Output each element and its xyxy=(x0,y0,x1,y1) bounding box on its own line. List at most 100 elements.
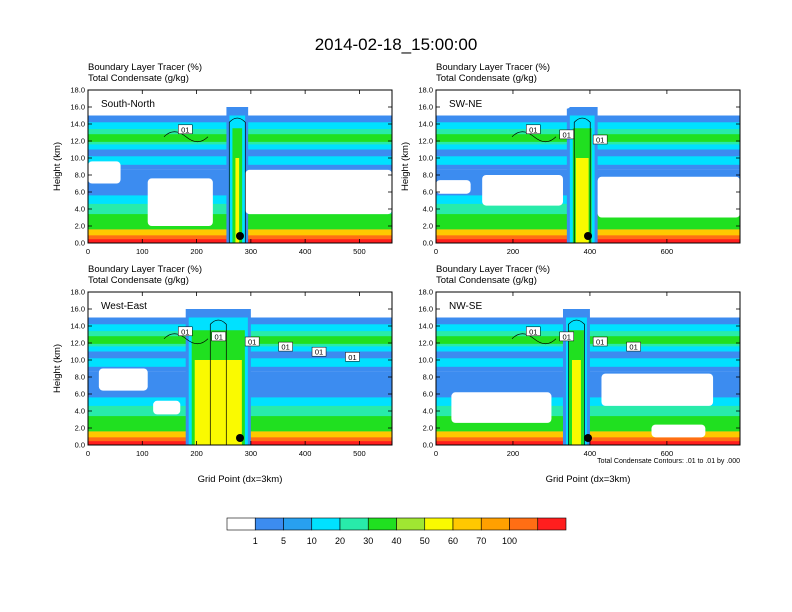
colorbar-label: 70 xyxy=(476,536,486,546)
colorbar-label: 50 xyxy=(420,536,430,546)
x-tick-label: 0 xyxy=(434,247,438,256)
x-tick-label: 0 xyxy=(86,449,90,458)
condensate-contour xyxy=(568,319,585,445)
x-tick-label: 300 xyxy=(245,449,258,458)
panel-header-tracer: Boundary Layer Tracer (%) xyxy=(88,62,202,73)
contour-label: 01 xyxy=(248,338,256,347)
clear-region-4 xyxy=(88,161,121,184)
y-tick-label: 8.0 xyxy=(423,373,433,382)
figure-title: 2014-02-18_15:00:00 xyxy=(315,35,478,54)
y-tick-label: 10.0 xyxy=(70,154,85,163)
panel-label: NW-SE xyxy=(449,301,482,312)
panel-header-tracer: Boundary Layer Tracer (%) xyxy=(436,264,550,275)
y-tick-label: 4.0 xyxy=(75,205,85,214)
y-tick-label: 14.0 xyxy=(70,120,85,129)
panel-header-tracer: Boundary Layer Tracer (%) xyxy=(436,62,550,73)
clear-region-1 xyxy=(601,373,714,406)
contour-note: Total Condensate Contours: .01 to .01 by… xyxy=(597,458,740,465)
colorbar-label: 100 xyxy=(502,536,517,546)
y-tick-label: 10.0 xyxy=(418,154,433,163)
y-tick-label: 14.0 xyxy=(70,322,85,331)
panel-sw-ne: 01 01 01 0.0 2.0 4.0 6.0 8.0 10.0 12.0 14.0 16.0 18.… xyxy=(400,62,741,256)
tracer-field xyxy=(436,90,740,243)
y-tick-label: 18.0 xyxy=(418,86,433,95)
y-tick-label: 6.0 xyxy=(423,188,433,197)
y-tick-label: 12.0 xyxy=(70,339,85,348)
panels: 010.02.04.06.08.010.012.014.016.018.00 10… xyxy=(52,62,741,485)
contour-label: 01 xyxy=(596,136,604,145)
y-tick-label: 12.0 xyxy=(418,339,433,348)
panel-header-condensate: Total Condensate (g/kg) xyxy=(88,275,189,286)
y-tick-label: 6.0 xyxy=(75,390,85,399)
panel-label: West-East xyxy=(101,301,147,312)
panel-frame xyxy=(87,89,393,244)
panel-header-condensate: Total Condensate (g/kg) xyxy=(88,73,189,84)
contour-label-box xyxy=(559,129,574,140)
y-tick-label: 10.0 xyxy=(70,356,85,365)
y-tick-label: 0.0 xyxy=(75,239,85,248)
condensate-contour-small xyxy=(511,333,557,345)
y-tick-label: 8.0 xyxy=(75,171,85,180)
colorbar-label: 40 xyxy=(391,536,401,546)
contour-label-box xyxy=(626,341,641,352)
condensate-contour xyxy=(209,319,227,445)
contour-label: 01 xyxy=(596,338,604,347)
contour-label: 01 xyxy=(181,125,189,134)
contour-label-box xyxy=(592,336,608,347)
tower-hot xyxy=(235,158,240,243)
colorbar-swatch xyxy=(226,517,256,531)
clear-region-1 xyxy=(609,90,740,107)
contour-label: 01 xyxy=(315,348,323,357)
panel-header-tracer: Boundary Layer Tracer (%) xyxy=(88,264,202,275)
y-tick-label: 12.0 xyxy=(418,137,433,146)
clear-region-2 xyxy=(597,176,740,218)
x-tick-label: 500 xyxy=(353,247,366,256)
x-tick-label: 400 xyxy=(299,247,312,256)
clear-region-2 xyxy=(451,392,552,423)
tower-hot xyxy=(194,360,242,445)
contour-label: 01 xyxy=(281,343,289,352)
y-tick-label: 14.0 xyxy=(418,120,433,129)
colorbar: 1 5 10 20 30 40 50 60 70 100 xyxy=(226,517,567,546)
panel-label: South-North xyxy=(101,99,155,110)
contour-label-box xyxy=(211,331,226,342)
panel-south-north: 01 0.0 2.0 4.0 6.0 8.0 10.0 12.0 14.0 16.0 18.0 0 10… xyxy=(52,62,393,256)
clear-region-3 xyxy=(147,178,213,226)
y-tick-label: 4.0 xyxy=(75,407,85,416)
colorbar-swatch xyxy=(452,517,482,531)
contour-label: 01 xyxy=(529,125,537,134)
panel-frame xyxy=(435,89,741,244)
contour-label-box xyxy=(311,346,327,357)
y-tick-label: 0.0 xyxy=(423,239,433,248)
y-tick-label: 8.0 xyxy=(423,171,433,180)
y-tick-label: 0.0 xyxy=(75,441,85,450)
clear-region-3 xyxy=(651,424,706,438)
panel-header-condensate: Total Condensate (g/kg) xyxy=(436,73,537,84)
colorbar-label: 10 xyxy=(307,536,317,546)
y-tick-label: 12.0 xyxy=(70,137,85,146)
x-tick-label: 100 xyxy=(136,449,149,458)
x-tick-label: 600 xyxy=(661,247,674,256)
y-tick-label: 0.0 xyxy=(423,441,433,450)
tower-hot xyxy=(575,158,589,243)
clear-region-0 xyxy=(436,292,740,308)
y-tick-label: 2.0 xyxy=(75,424,85,433)
panel-frame xyxy=(87,291,393,446)
contour-label-box xyxy=(178,326,193,337)
location-marker xyxy=(236,232,244,240)
tracer-field xyxy=(436,292,740,445)
colorbar-label: 20 xyxy=(335,536,345,546)
colorbar-swatch xyxy=(396,517,426,531)
contour-label: 01 xyxy=(348,353,356,362)
contour-label: 01 xyxy=(529,327,537,336)
y-tick-label: 2.0 xyxy=(423,424,433,433)
y-tick-label: 18.0 xyxy=(418,288,433,297)
y-tick-label: 6.0 xyxy=(75,188,85,197)
x-axis-label: Grid Point (dx=3km) xyxy=(546,474,631,485)
y-tick-label: 4.0 xyxy=(423,407,433,416)
contour-label: 01 xyxy=(563,332,571,341)
y-tick-label: 6.0 xyxy=(423,390,433,399)
colorbar-swatch xyxy=(367,517,397,531)
contour-label-box xyxy=(278,341,293,352)
